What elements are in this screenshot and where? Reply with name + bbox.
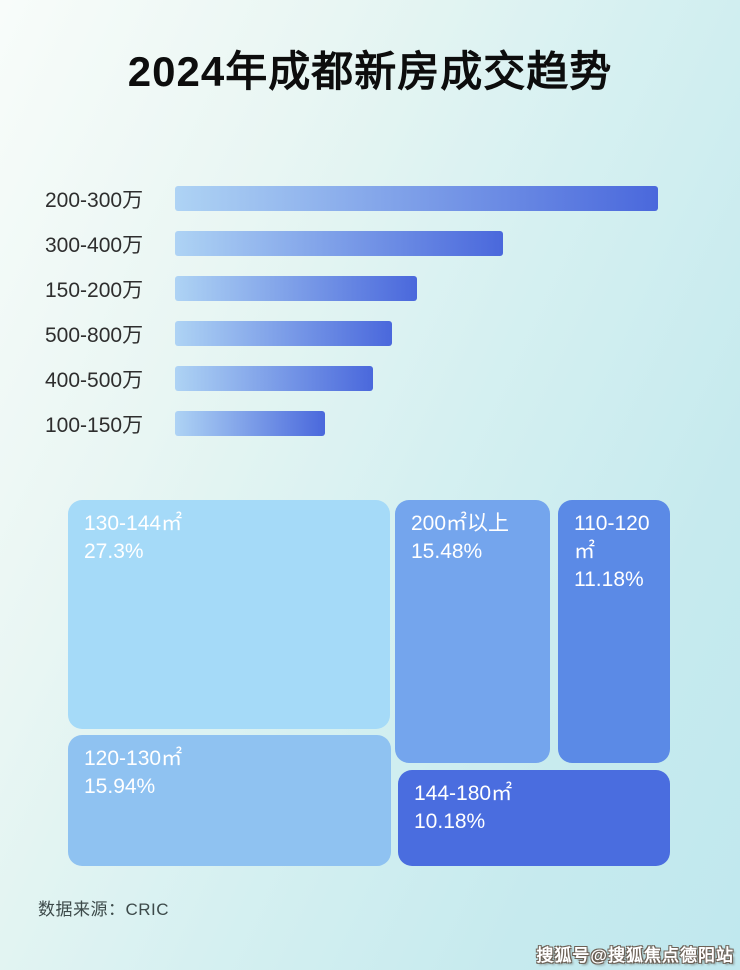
tile-label: 200㎡以上 — [411, 512, 510, 535]
bar-fill — [175, 366, 374, 391]
bar-row: 400-500万 — [0, 366, 740, 392]
bar-fill — [175, 231, 504, 256]
area-range-treemap: 130-144㎡ 27.3% 120-130㎡ 15.94% 200㎡以上 15… — [68, 500, 670, 866]
bar-track — [175, 186, 658, 211]
bar-row: 300-400万 — [0, 231, 740, 257]
bar-fill — [175, 411, 325, 436]
bar-row: 200-300万 — [0, 186, 740, 212]
treemap-tile-120-130: 120-130㎡ 15.94% — [68, 735, 391, 866]
tile-label: 110-120㎡ — [574, 512, 650, 563]
bar-row: 500-800万 — [0, 321, 740, 347]
bar-category-label: 200-300万 — [45, 188, 144, 212]
tile-percent: 27.3% — [84, 540, 144, 563]
data-source-note: 数据来源：CRIC — [38, 900, 170, 919]
tile-label: 130-144㎡ — [84, 512, 183, 535]
bar-category-label: 150-200万 — [45, 278, 144, 302]
bar-track — [175, 276, 658, 301]
page-title: 2024年成都新房成交趋势 — [127, 48, 613, 95]
bar-row: 150-200万 — [0, 276, 740, 302]
tile-percent: 11.18% — [574, 568, 644, 591]
tile-percent: 10.18% — [414, 810, 486, 833]
bar-row: 100-150万 — [0, 411, 740, 437]
bar-category-label: 300-400万 — [45, 233, 144, 257]
tile-label: 144-180㎡ — [414, 782, 513, 805]
bar-fill — [175, 321, 393, 346]
treemap-tile-110-120: 110-120㎡ 11.18% — [558, 500, 670, 763]
bar-fill — [175, 186, 658, 211]
tile-percent: 15.94% — [84, 775, 156, 798]
bar-rows-container: 200-300万 300-400万 150-200万 500-800万 400-500万… — [0, 186, 740, 437]
bar-track — [175, 321, 658, 346]
price-range-bar-chart: 200-300万 300-400万 150-200万 500-800万 400-500万… — [0, 186, 740, 456]
bar-category-label: 100-150万 — [45, 413, 144, 437]
bar-category-label: 500-800万 — [45, 323, 144, 347]
treemap-tile-200-plus: 200㎡以上 15.48% — [395, 500, 550, 763]
bar-track — [175, 366, 658, 391]
tile-percent: 15.48% — [411, 540, 483, 563]
watermark-text: 搜狐号@搜狐焦点德阳站 — [536, 946, 734, 965]
bar-track — [175, 411, 658, 436]
treemap-tile-130-144: 130-144㎡ 27.3% — [68, 500, 390, 729]
bar-category-label: 400-500万 — [45, 368, 144, 392]
tile-label: 120-130㎡ — [84, 747, 183, 770]
bar-track — [175, 231, 658, 256]
bar-fill — [175, 276, 417, 301]
treemap-tile-144-180: 144-180㎡ 10.18% — [398, 770, 670, 866]
